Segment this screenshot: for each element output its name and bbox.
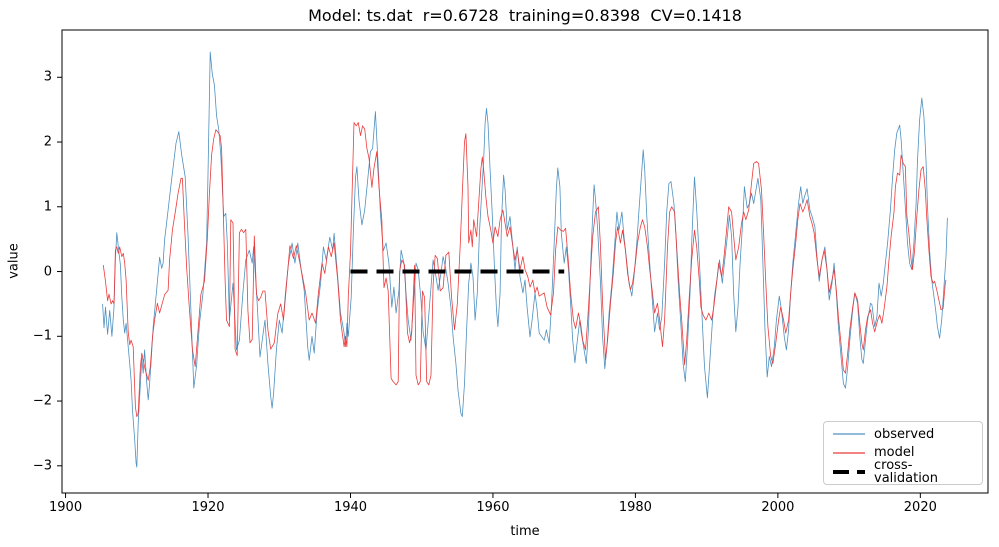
legend-item-cross-validation: cross-validation [832, 459, 974, 485]
y-tick-label: 0 [43, 264, 52, 280]
y-tick-label: 3 [43, 69, 52, 85]
x-tick-label: 1900 [49, 500, 83, 515]
legend-item-observed: observed [832, 425, 974, 443]
y-tick-label: 1 [43, 199, 52, 215]
legend-label-cross-validation: cross-validation [874, 457, 939, 486]
legend: observed model cross-validation [823, 421, 983, 485]
series-observed [102, 51, 948, 468]
y-tick-label: −3 [32, 458, 52, 474]
x-axis-label: time [510, 524, 540, 539]
x-tick-label: 1940 [333, 500, 368, 515]
plot-frame [61, 29, 989, 494]
x-tick-label: 1980 [618, 500, 652, 515]
x-tick-label: 2020 [903, 500, 937, 515]
x-tick-label: 1960 [476, 500, 510, 515]
legend-line-0 [833, 433, 865, 435]
x-tick-label: 2000 [761, 500, 795, 515]
legend-label-observed: observed [874, 426, 935, 442]
y-tick-label: 2 [43, 134, 52, 150]
chart-title: Model: ts.dat r=0.6728 training=0.8398 C… [308, 6, 742, 25]
y-tick-label: −2 [32, 393, 52, 409]
legend-line-1 [833, 452, 865, 454]
series-model [102, 122, 947, 418]
legend-line-2 [833, 469, 865, 474]
legend-label-model: model [874, 445, 915, 461]
legend-item-model: model [832, 444, 974, 462]
x-tick-label: 1920 [191, 500, 225, 515]
y-tick-label: −1 [32, 328, 52, 344]
